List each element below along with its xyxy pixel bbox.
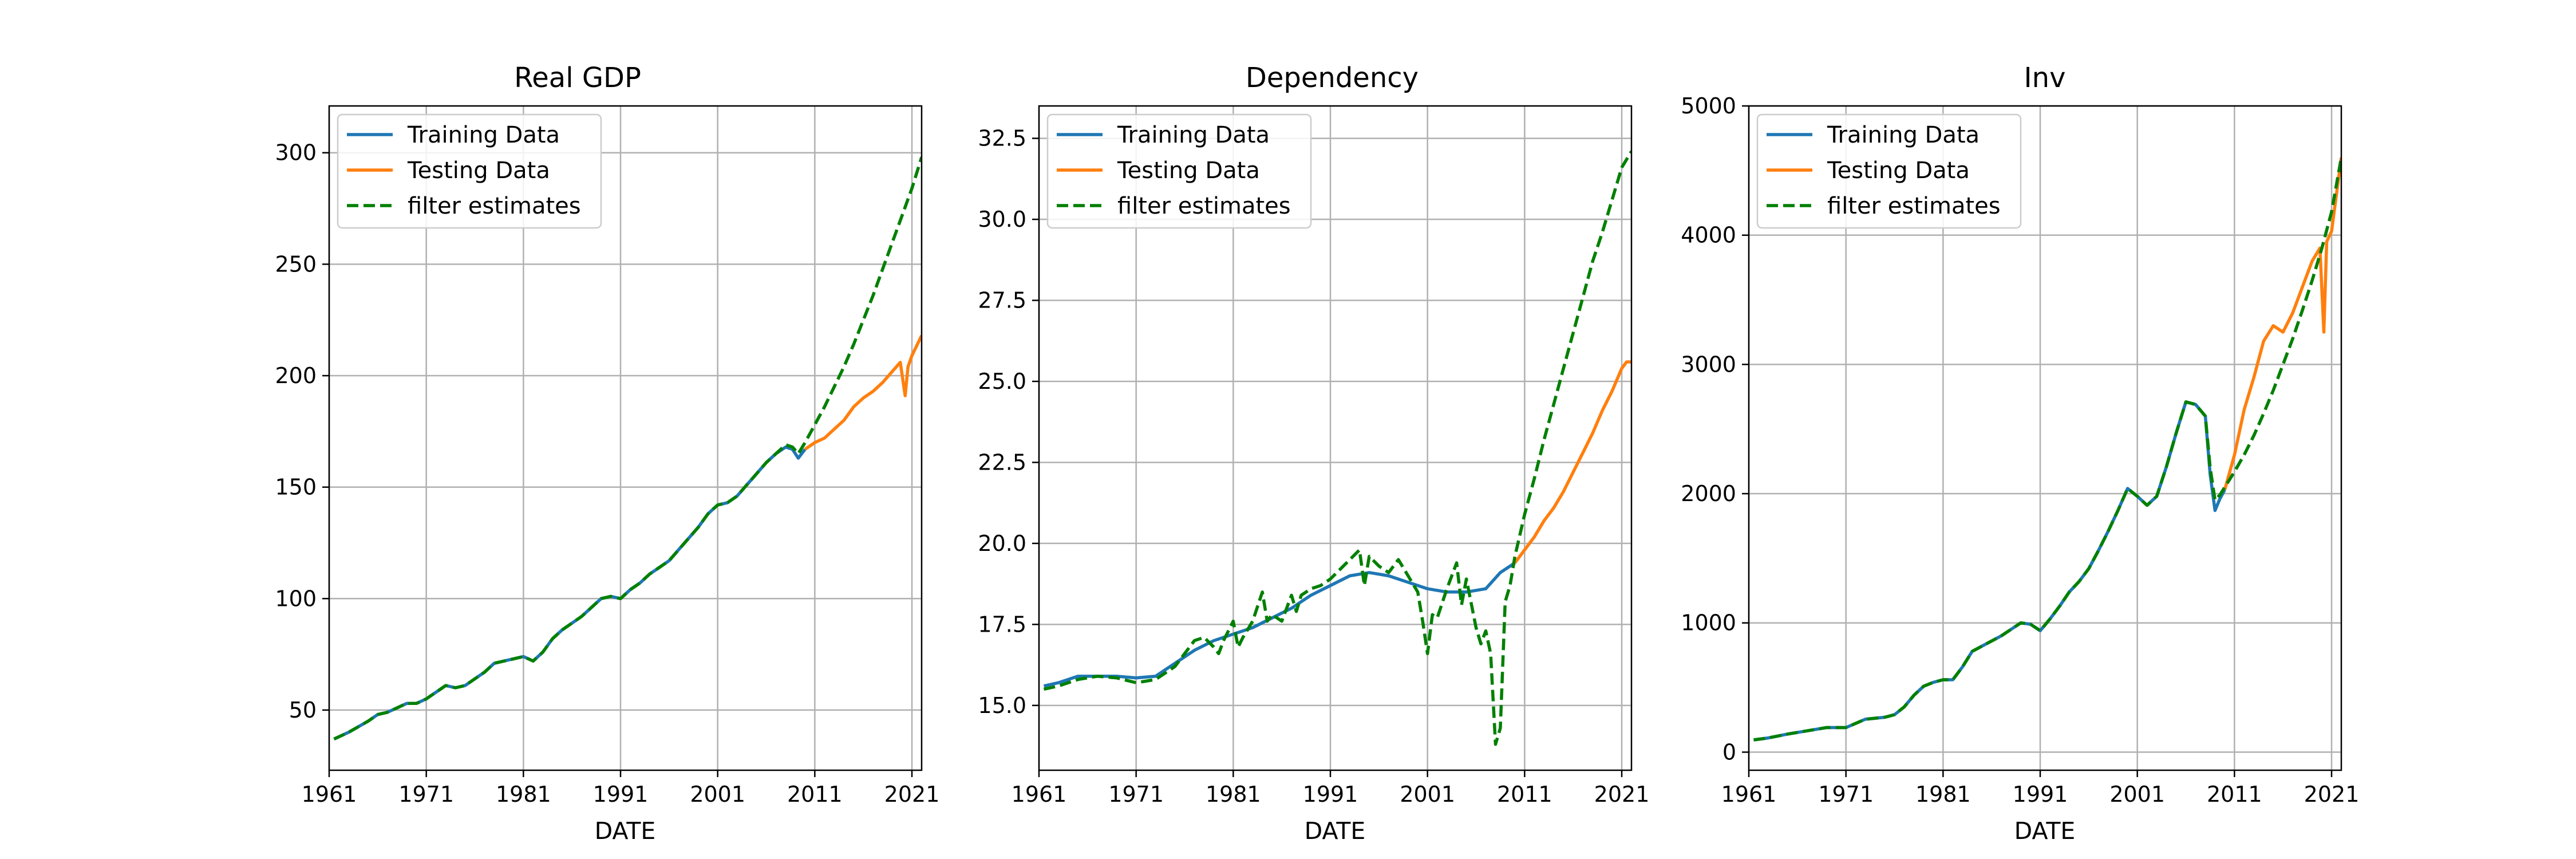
y-axis-ticks: 0 1000 2000 3000 4000 5000 xyxy=(1681,93,1749,765)
legend-label-filter: filter estimates xyxy=(1827,193,2001,219)
y-tick-label: 0 xyxy=(1722,739,1736,765)
series-line-testing xyxy=(1514,360,1631,564)
legend: Training Data Testing Data filter estima… xyxy=(337,113,602,229)
x-tick-label: 2021 xyxy=(2304,782,2360,807)
x-tick-label: 1961 xyxy=(302,782,357,807)
series-group xyxy=(1043,150,1631,746)
y-tick-label: 20.0 xyxy=(978,531,1026,556)
chart-title: Dependency xyxy=(1246,62,1419,94)
plot-frame xyxy=(1748,105,2342,771)
legend: Training Data Testing Data filter estima… xyxy=(1756,113,2022,229)
chart-panel-real-gdp: Real GDP 1961 1971 1981 1991 2001 2011 2021 50… xyxy=(275,62,939,845)
legend-frame xyxy=(337,113,602,229)
y-tick-label: 2000 xyxy=(1681,481,1736,506)
x-tick-label: 2001 xyxy=(690,782,745,807)
x-axis-label: DATE xyxy=(595,817,656,845)
x-tick-label: 2011 xyxy=(1497,782,1552,807)
legend-label-filter: filter estimates xyxy=(1117,193,1291,219)
series-line-testing xyxy=(2223,157,2341,491)
series-line-filter xyxy=(333,156,922,740)
x-axis-ticks: 1961 1971 1981 1991 2001 2011 2021 xyxy=(1721,770,2360,807)
y-tick-label: 1000 xyxy=(1681,610,1736,636)
y-tick-label: 100 xyxy=(275,586,317,611)
y-tick-label: 300 xyxy=(275,140,317,166)
x-tick-label: 2001 xyxy=(2109,782,2165,807)
series-group xyxy=(1753,157,2341,742)
chart-panel-inv: Inv 1961 1971 1981 1991 2001 2011 2021 0 1000 20… xyxy=(1681,62,2359,845)
legend-label-testing: Testing Data xyxy=(1117,157,1260,184)
plot-frame xyxy=(328,105,923,771)
series-line-testing xyxy=(804,334,922,451)
y-axis-ticks: 15.0 17.5 20.0 22.5 25.0 27.5 30.0 32.5 xyxy=(978,126,1039,718)
y-tick-label: 17.5 xyxy=(978,612,1026,637)
series-line-filter xyxy=(1043,150,1631,746)
y-tick-label: 50 xyxy=(289,698,317,723)
x-tick-label: 1991 xyxy=(593,782,649,807)
x-tick-label: 2011 xyxy=(787,782,843,807)
legend-label-training: Training Data xyxy=(407,122,560,148)
series-group xyxy=(333,156,922,740)
y-tick-label: 5000 xyxy=(1681,93,1736,119)
y-tick-label: 3000 xyxy=(1681,352,1736,377)
x-tick-label: 1961 xyxy=(1012,782,1067,807)
legend-label-testing: Testing Data xyxy=(407,157,550,184)
legend-label-filter: filter estimates xyxy=(408,193,581,219)
y-axis-ticks: 50 100 150 200 250 300 xyxy=(275,140,329,723)
y-tick-label: 15.0 xyxy=(978,693,1026,718)
chart-panel-dependency: Dependency 1961 1971 1981 1991 2001 2011 2021 … xyxy=(978,62,1649,845)
y-tick-label: 4000 xyxy=(1681,223,1736,248)
legend-label-training: Training Data xyxy=(1827,122,1980,148)
y-tick-label: 250 xyxy=(275,251,317,277)
x-tick-label: 2021 xyxy=(884,782,940,807)
series-line-training xyxy=(1043,561,1516,688)
x-tick-label: 1991 xyxy=(2013,782,2068,807)
legend-frame xyxy=(1756,113,2022,229)
x-tick-label: 1981 xyxy=(1206,782,1261,807)
y-tick-label: 25.0 xyxy=(978,369,1026,394)
legend: Training Data Testing Data filter estima… xyxy=(1046,113,1312,229)
x-tick-label: 1991 xyxy=(1303,782,1358,807)
x-axis-label: DATE xyxy=(2014,817,2076,845)
series-line-filter xyxy=(1753,157,2341,742)
chart-title: Real GDP xyxy=(514,62,641,94)
legend-label-training: Training Data xyxy=(1117,122,1270,148)
x-axis-ticks: 1961 1971 1981 1991 2001 2011 2021 xyxy=(1012,770,1650,807)
y-tick-label: 30.0 xyxy=(978,207,1026,232)
y-tick-label: 22.5 xyxy=(978,450,1026,475)
x-tick-label: 1981 xyxy=(1915,782,1971,807)
legend-frame xyxy=(1046,113,1312,229)
x-tick-label: 1971 xyxy=(1818,782,1874,807)
x-tick-label: 1961 xyxy=(1721,782,1777,807)
y-tick-label: 32.5 xyxy=(978,126,1026,151)
x-tick-label: 2011 xyxy=(2207,782,2262,807)
plot-frame xyxy=(1038,105,1633,771)
x-axis-ticks: 1961 1971 1981 1991 2001 2011 2021 xyxy=(302,770,940,807)
x-tick-label: 1971 xyxy=(1108,782,1164,807)
y-tick-label: 200 xyxy=(275,363,317,388)
x-tick-label: 1971 xyxy=(398,782,454,807)
x-tick-label: 2021 xyxy=(1594,782,1650,807)
x-axis-label: DATE xyxy=(1305,817,1366,845)
chart-title: Inv xyxy=(2024,62,2066,94)
x-tick-label: 2001 xyxy=(1400,782,1455,807)
y-tick-label: 150 xyxy=(275,475,317,500)
y-tick-label: 27.5 xyxy=(978,288,1026,313)
x-tick-label: 1981 xyxy=(496,782,551,807)
legend-label-testing: Testing Data xyxy=(1827,157,1970,184)
